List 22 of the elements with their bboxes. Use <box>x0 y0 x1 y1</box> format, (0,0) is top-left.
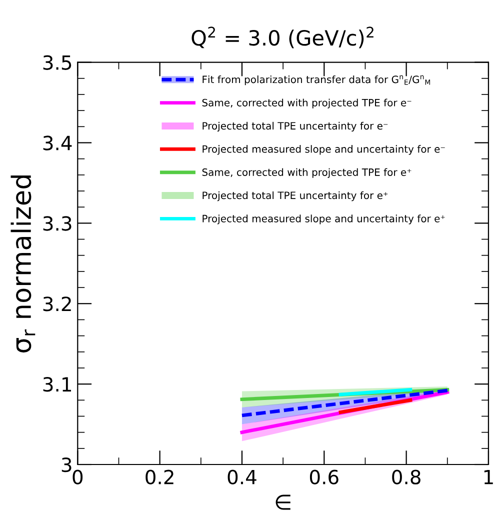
y-tick-label: 3.2 <box>43 296 71 312</box>
legend-label: Projected total TPE uncertainty for e⁺ <box>202 191 388 202</box>
legend-label: Projected measured slope and uncertainty for e⁺ <box>202 214 445 224</box>
chart-title: Q$^{2}$ = 3.0 (GeV/c)$^{2}$ <box>192 26 374 48</box>
legend-label: Fit from polarization transfer data for G$^{n}$$_{E}$/G$^{n}$$_{M}$ <box>202 75 430 86</box>
x-tick-label: 0.6 <box>310 470 338 484</box>
legend-label: Same, corrected with projected TPE for e⁻ <box>202 98 412 108</box>
y-axis-title: σ$_{r}$ normalized <box>10 176 36 352</box>
x-axis-title: ∈ <box>276 494 290 510</box>
x-tick-label: 0.4 <box>228 470 256 484</box>
x-tick-label: 0 <box>72 470 83 484</box>
x-tick-label: 1 <box>484 470 493 484</box>
y-tick-label: 3.1 <box>43 377 71 392</box>
x-tick-label: 0.2 <box>146 470 174 484</box>
y-tick-label: 3.5 <box>43 55 72 70</box>
y-tick-label: 3 <box>62 457 72 472</box>
legend-label: Same, corrected with projected TPE for e⁺ <box>202 168 412 178</box>
legend-label: Projected measured slope and uncertainty for e⁻ <box>202 145 445 155</box>
legend-label: Projected total TPE uncertainty for e⁻ <box>202 122 388 132</box>
y-tick-label: 3.3 <box>43 216 72 231</box>
y-tick-label: 3.4 <box>43 136 72 150</box>
x-tick-label: 0.8 <box>392 470 420 484</box>
